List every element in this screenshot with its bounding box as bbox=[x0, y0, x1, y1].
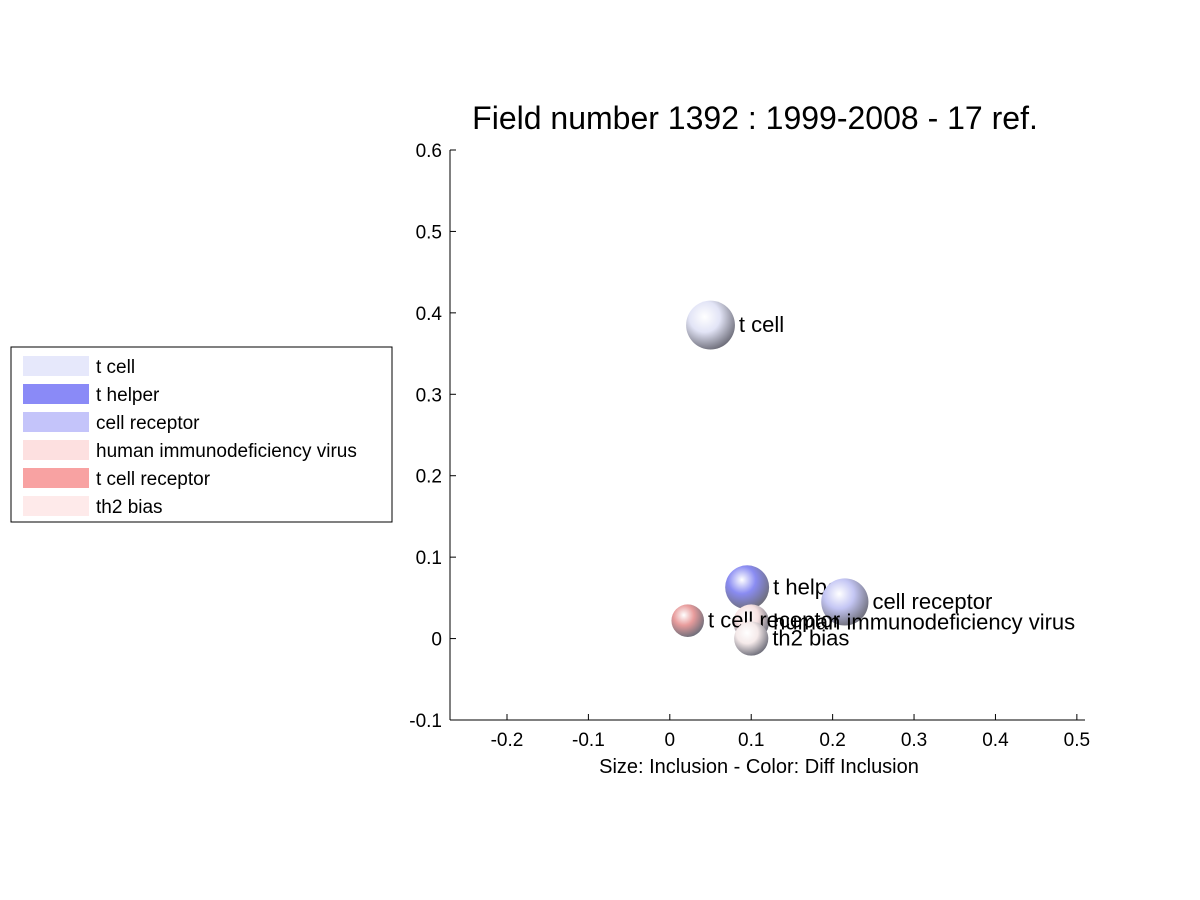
legend-label: th2 bias bbox=[96, 497, 163, 518]
x-tick-label: 0.4 bbox=[982, 730, 1009, 751]
point-marker bbox=[686, 300, 735, 350]
legend-label: human immunodeficiency virus bbox=[96, 441, 357, 462]
y-tick-label: 0 bbox=[431, 630, 442, 651]
point-marker bbox=[671, 604, 704, 637]
y-tick-label: 0.5 bbox=[416, 222, 442, 243]
point-label: human immunodeficiency virus bbox=[773, 609, 1075, 634]
point-label: cell receptor bbox=[872, 589, 992, 614]
legend: t cell t helper cell receptor human immunod… bbox=[10, 346, 393, 523]
x-tick-label: 0.1 bbox=[738, 730, 764, 751]
point-marker bbox=[821, 578, 869, 626]
legend-label: t cell bbox=[96, 357, 135, 378]
legend-swatch bbox=[23, 440, 89, 460]
legend-label: t cell receptor bbox=[96, 469, 211, 490]
legend-swatch bbox=[23, 356, 89, 376]
legend-label: t helper bbox=[96, 385, 160, 406]
legend-swatch bbox=[23, 468, 89, 488]
x-tick-label: 0.3 bbox=[901, 730, 927, 751]
point-label: th2 bias bbox=[772, 626, 849, 651]
point-label: t cell receptor bbox=[708, 608, 840, 633]
legend-label: cell receptor bbox=[96, 413, 200, 434]
legend-swatch bbox=[23, 412, 89, 432]
axes: -0.1 0 0.1 0.2 0.3 0.4 0.5 0.6 -0.2 -0.1 0 0.1 0.2 0.… bbox=[409, 141, 1090, 751]
legend-swatch bbox=[23, 384, 89, 404]
x-tick-label: 0.2 bbox=[819, 730, 845, 751]
y-tick-label: 0.1 bbox=[416, 548, 442, 569]
point-label: t cell bbox=[739, 312, 784, 337]
y-tick-label: 0.3 bbox=[416, 385, 442, 406]
legend-box bbox=[10, 346, 393, 523]
point-marker bbox=[725, 565, 770, 610]
x-axis-label: Size: Inclusion - Color: Diff Inclusion bbox=[599, 756, 919, 778]
x-tick-label: 0 bbox=[665, 730, 676, 751]
x-tick-label: -0.1 bbox=[572, 730, 605, 751]
chart-title: Field number 1392 : 1999-2008 - 17 ref. bbox=[472, 100, 1038, 136]
y-tick-label: -0.1 bbox=[409, 711, 442, 732]
y-tick-label: 0.6 bbox=[416, 141, 442, 162]
x-tick-label: 0.5 bbox=[1064, 730, 1090, 751]
y-tick-label: 0.4 bbox=[416, 304, 443, 325]
point-marker bbox=[734, 621, 769, 656]
legend-swatch bbox=[23, 496, 89, 516]
y-tick-label: 0.2 bbox=[416, 467, 442, 488]
x-tick-label: -0.2 bbox=[491, 730, 524, 751]
